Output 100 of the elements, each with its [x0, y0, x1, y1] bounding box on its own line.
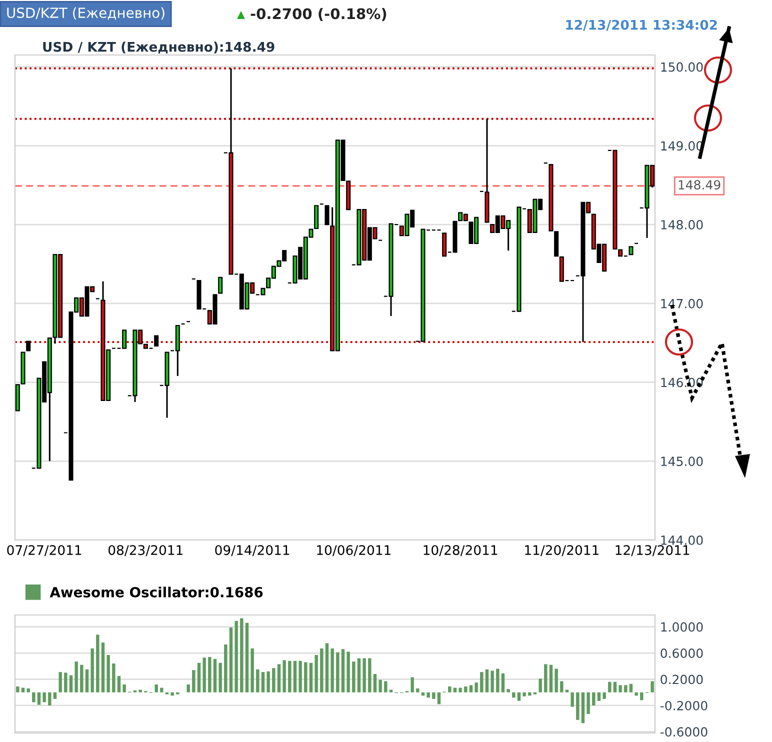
bar	[528, 692, 532, 696]
y-tick-label: 145.00	[661, 456, 703, 466]
bar	[522, 692, 526, 696]
y-tick-label: 150.00	[661, 62, 703, 72]
bar	[229, 627, 233, 692]
x-tick-label: 10/06/2011	[317, 545, 390, 556]
bar	[453, 688, 457, 692]
y-tick-label: 148.00	[661, 220, 703, 230]
bar	[224, 644, 228, 692]
x-tick-label: 09/14/2011	[215, 545, 290, 556]
bar	[234, 620, 238, 692]
bar	[245, 622, 249, 692]
y-tick-label: 1.0000	[661, 622, 703, 632]
bar	[122, 684, 126, 692]
candlestick	[154, 335, 159, 347]
bar	[336, 652, 340, 692]
bar	[544, 664, 548, 692]
bar	[202, 658, 206, 692]
bar	[250, 648, 254, 692]
bar	[554, 668, 558, 692]
bar	[325, 643, 329, 692]
bar	[240, 618, 244, 692]
bar	[341, 649, 345, 692]
bar	[314, 654, 318, 692]
bar	[634, 692, 638, 696]
bar	[266, 671, 270, 692]
bar	[154, 684, 158, 692]
bar	[362, 658, 366, 692]
bar	[272, 668, 276, 692]
bar	[490, 670, 494, 692]
bar	[96, 634, 100, 692]
bar	[213, 658, 217, 692]
x-tick-label: 07/27/2011	[7, 545, 82, 556]
bar	[517, 692, 521, 701]
bar	[74, 662, 78, 692]
bar	[309, 662, 313, 692]
y-tick-label: 0.6000	[660, 648, 703, 658]
bar	[378, 680, 382, 692]
bar	[208, 656, 212, 692]
x-tick-label: 08/23/2011	[108, 545, 182, 556]
chart-subtitle: USD / KZT (Ежедневно):148.49	[43, 42, 274, 54]
bar	[368, 658, 372, 692]
bar	[320, 648, 324, 692]
chart-title: USD/KZT (Ежедневно)	[7, 7, 164, 20]
bar	[58, 672, 62, 692]
bar	[629, 684, 633, 692]
bar	[570, 692, 574, 707]
ref-line-label: 148.49	[678, 180, 720, 190]
y-tick-label: -0.6000	[660, 727, 708, 737]
bar	[53, 692, 57, 699]
bar	[298, 660, 302, 692]
bar	[512, 692, 516, 698]
bar	[410, 677, 414, 692]
bar	[389, 690, 393, 692]
bar	[64, 672, 68, 692]
bar	[261, 672, 265, 692]
bar	[448, 686, 452, 692]
bar	[384, 681, 388, 692]
bar	[469, 685, 473, 692]
bar	[330, 648, 334, 692]
bar	[373, 674, 377, 692]
bar	[293, 660, 297, 692]
x-tick-label: 12/13/2011	[616, 545, 690, 556]
bar	[602, 692, 606, 699]
bar	[197, 662, 201, 692]
bar	[458, 688, 462, 692]
bar	[90, 648, 94, 692]
bar	[432, 692, 436, 699]
bar	[304, 662, 308, 692]
bar	[592, 692, 596, 706]
bar	[16, 686, 20, 692]
bar	[586, 692, 590, 714]
bar	[352, 662, 356, 692]
bar	[650, 681, 654, 692]
bar	[437, 692, 441, 704]
bar	[37, 692, 41, 705]
bar	[138, 690, 142, 692]
bar	[581, 692, 585, 724]
bar	[501, 673, 505, 692]
x-tick-label: 11/20/2011	[525, 545, 598, 556]
text: -0.2700 (-0.18%)	[250, 8, 386, 21]
bar	[576, 692, 580, 720]
bar	[101, 642, 105, 692]
bar	[613, 682, 617, 692]
bar	[357, 658, 361, 692]
bar	[106, 654, 110, 692]
bar	[464, 686, 468, 692]
text: 12/13/2011 13:34:02	[566, 20, 717, 31]
bar	[346, 652, 350, 692]
y-tick-label: -0.2000	[660, 700, 708, 710]
bar	[170, 692, 174, 696]
x-tick-label: 10/28/2011	[424, 545, 498, 556]
bar	[186, 684, 190, 692]
bar	[416, 688, 420, 692]
bar	[426, 692, 430, 698]
bar	[69, 675, 73, 692]
bar	[80, 664, 84, 692]
bar	[85, 669, 89, 692]
bar	[288, 660, 292, 692]
bar	[485, 669, 489, 692]
